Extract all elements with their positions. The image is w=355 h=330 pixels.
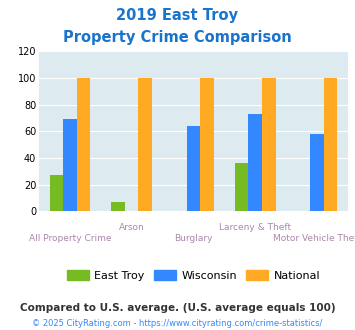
Text: Larceny & Theft: Larceny & Theft xyxy=(219,223,291,232)
Text: 2019 East Troy: 2019 East Troy xyxy=(116,8,239,23)
Bar xyxy=(324,78,337,211)
Bar xyxy=(111,202,125,211)
Bar xyxy=(248,114,262,211)
Text: Burglary: Burglary xyxy=(174,234,213,243)
Bar xyxy=(77,78,90,211)
Bar xyxy=(187,126,200,211)
Bar xyxy=(262,78,275,211)
Legend: East Troy, Wisconsin, National: East Troy, Wisconsin, National xyxy=(62,266,325,286)
Bar xyxy=(310,134,324,211)
Bar xyxy=(50,175,63,211)
Bar xyxy=(138,78,152,211)
Bar xyxy=(63,119,77,211)
Text: © 2025 CityRating.com - https://www.cityrating.com/crime-statistics/: © 2025 CityRating.com - https://www.city… xyxy=(32,319,323,328)
Text: All Property Crime: All Property Crime xyxy=(29,234,111,243)
Text: Motor Vehicle Theft: Motor Vehicle Theft xyxy=(273,234,355,243)
Text: Property Crime Comparison: Property Crime Comparison xyxy=(63,30,292,45)
Bar xyxy=(235,163,248,211)
Text: Arson: Arson xyxy=(119,223,144,232)
Text: Compared to U.S. average. (U.S. average equals 100): Compared to U.S. average. (U.S. average … xyxy=(20,303,335,313)
Bar xyxy=(200,78,214,211)
